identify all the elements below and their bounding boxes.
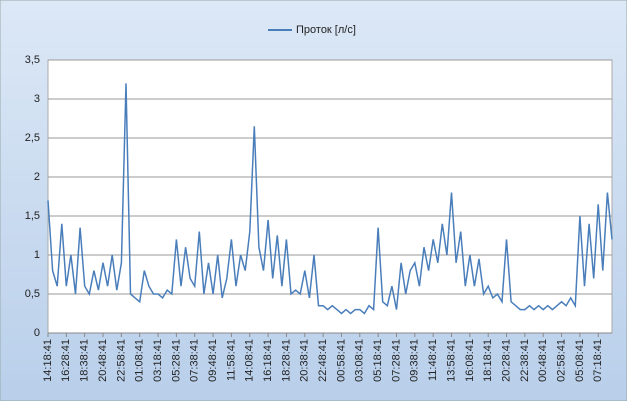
y-tick-label: 2 <box>34 171 40 183</box>
x-tick-label: 05:08:41 <box>574 339 586 382</box>
x-tick-label: 16:08:41 <box>464 339 476 382</box>
x-tick-label: 00:58:41 <box>335 339 347 382</box>
y-tick-label: 2,5 <box>25 132 40 144</box>
y-tick-label: 1 <box>34 249 40 261</box>
x-tick-label: 22:38:41 <box>519 339 531 382</box>
x-tick-label: 05:28:41 <box>170 339 182 382</box>
x-tick-label: 14:08:41 <box>244 339 256 382</box>
x-tick-label: 11:48:41 <box>427 339 439 381</box>
x-tick-label: 20:48:41 <box>97 339 109 382</box>
y-tick-label: 0,5 <box>25 288 40 300</box>
x-tick-label: 07:38:41 <box>189 339 201 382</box>
y-tick-label: 1,5 <box>25 210 40 222</box>
legend-label: Проток [л/с] <box>296 24 356 36</box>
x-tick-label: 14:18:41 <box>42 339 54 382</box>
x-tick-label: 13:58:41 <box>445 339 457 382</box>
x-tick-label: 07:18:41 <box>592 339 604 382</box>
plot-area <box>47 59 613 334</box>
x-tick-label: 11:58:41 <box>225 339 237 381</box>
y-tick-label: 3 <box>34 93 40 105</box>
x-tick-label: 20:38:41 <box>299 339 311 382</box>
x-tick-label: 16:28:41 <box>60 339 72 382</box>
x-tick-label: 09:48:41 <box>207 339 219 382</box>
x-tick-label: 00:48:41 <box>537 339 549 382</box>
y-tick-label: 0 <box>34 327 40 339</box>
x-tick-label: 07:28:41 <box>390 339 402 382</box>
x-tick-label: 09:38:41 <box>409 339 421 382</box>
x-tick-label: 01:08:41 <box>134 339 146 382</box>
data-line <box>47 83 613 315</box>
y-tick-label: 3,5 <box>25 54 40 66</box>
x-tick-label: 03:18:41 <box>152 339 164 382</box>
x-tick-label: 05:18:41 <box>372 339 384 382</box>
x-tick-label: 03:08:41 <box>354 339 366 382</box>
x-tick-label: 18:28:41 <box>280 339 292 382</box>
x-tick-label: 18:18:41 <box>482 339 494 382</box>
x-tick-label: 16:18:41 <box>262 339 274 382</box>
x-tick-label: 22:48:41 <box>317 339 329 382</box>
x-tick-label: 22:58:41 <box>115 339 127 382</box>
x-tick-label: 18:38:41 <box>79 339 91 382</box>
x-tick-label: 02:58:41 <box>555 339 567 382</box>
x-tick-label: 20:28:41 <box>500 339 512 382</box>
